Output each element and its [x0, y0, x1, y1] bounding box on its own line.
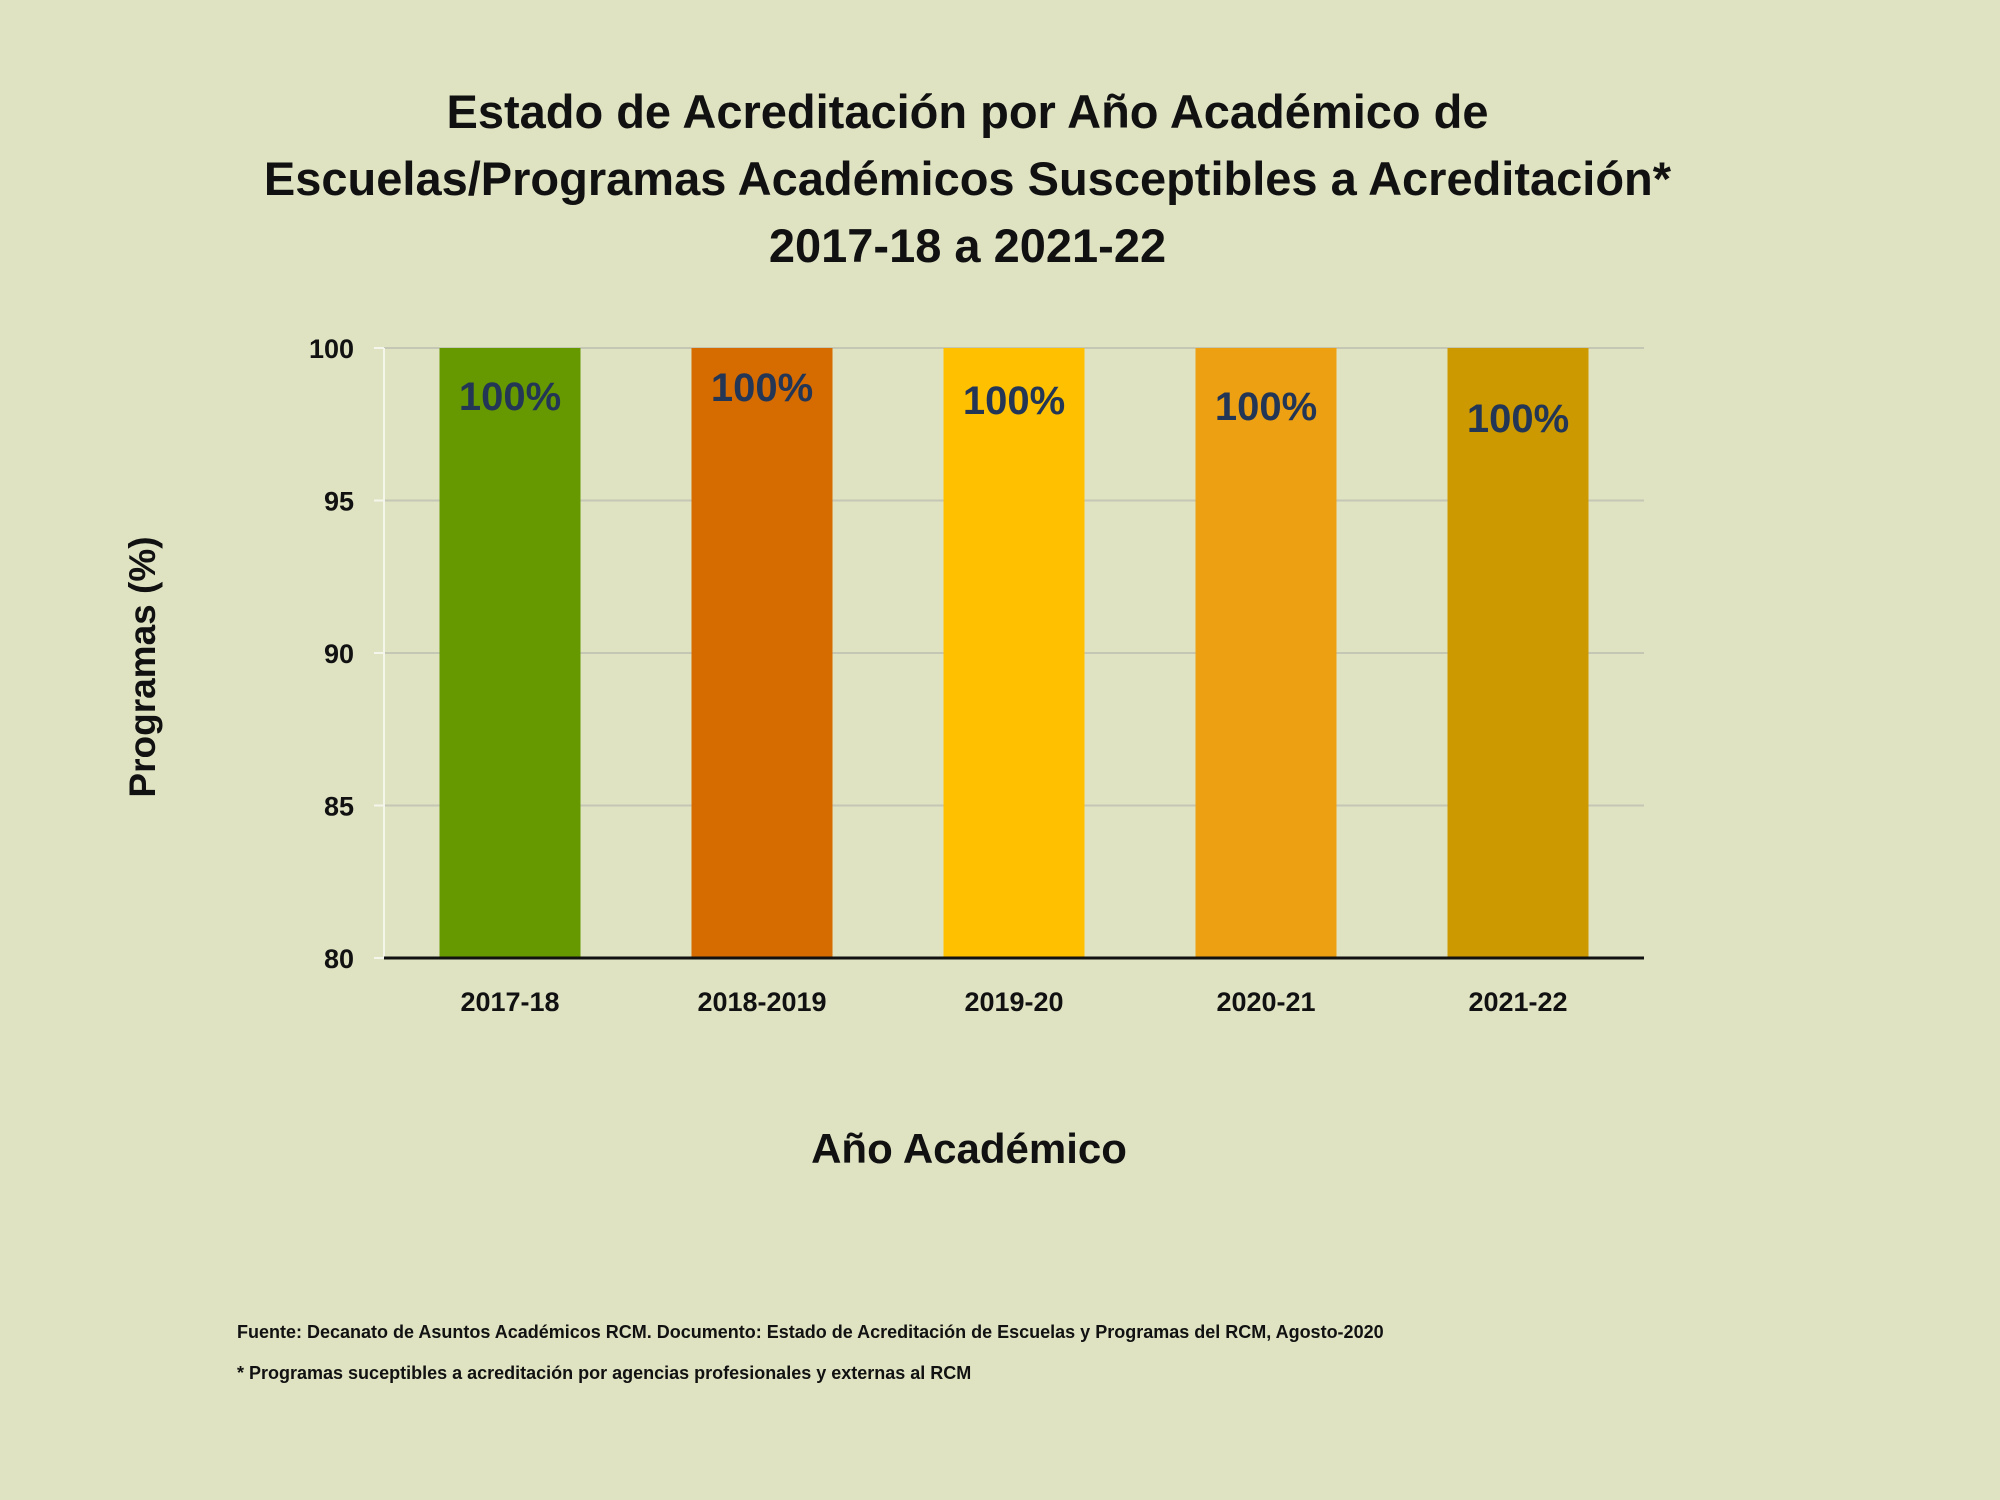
data-label-2021-22: 100% — [1467, 397, 1569, 441]
data-label-2020-21: 100% — [1215, 385, 1317, 429]
y-tick-label-95: 95 — [324, 487, 354, 517]
x-axis-label: Año Académico — [811, 1125, 1127, 1172]
x-tick-label-2017-18: 2017-18 — [460, 987, 559, 1017]
bar-2020-21 — [1195, 348, 1337, 958]
y-axis-label: Programas (%) — [122, 536, 163, 798]
chart-title: Estado de Acreditación por Año Académico… — [0, 78, 1935, 279]
y-tick-label-85: 85 — [324, 792, 354, 822]
x-tick-label-2019-20: 2019-20 — [964, 987, 1063, 1017]
bar-2017-18 — [439, 348, 581, 958]
x-tick-label-2018-2019: 2018-2019 — [697, 987, 826, 1017]
chart-notes: Fuente: Decanato de Asuntos Académicos R… — [237, 1312, 1384, 1394]
data-label-2017-18: 100% — [459, 375, 561, 419]
x-tick-label-2021-22: 2021-22 — [1468, 987, 1567, 1017]
chart-title-line-2: Escuelas/Programas Académicos Susceptibl… — [263, 152, 1672, 205]
bar-2021-22 — [1447, 348, 1589, 958]
data-label-2018-2019: 100% — [711, 366, 813, 410]
bar-2018-2019 — [691, 348, 833, 958]
y-tick-label-90: 90 — [324, 639, 354, 669]
source-note: Fuente: Decanato de Asuntos Académicos R… — [237, 1322, 1384, 1342]
y-tick-label-80: 80 — [324, 944, 354, 974]
bar-2019-20 — [943, 348, 1085, 958]
footnote: * Programas suceptibles a acreditación p… — [237, 1363, 972, 1383]
x-tick-label-2020-21: 2020-21 — [1216, 987, 1315, 1017]
y-tick-label-100: 100 — [309, 334, 354, 364]
chart-title-line-1: Estado de Acreditación por Año Académico… — [446, 85, 1489, 138]
chart-title-line-3: 2017-18 a 2021-22 — [768, 219, 1167, 272]
data-label-2019-20: 100% — [963, 379, 1065, 423]
